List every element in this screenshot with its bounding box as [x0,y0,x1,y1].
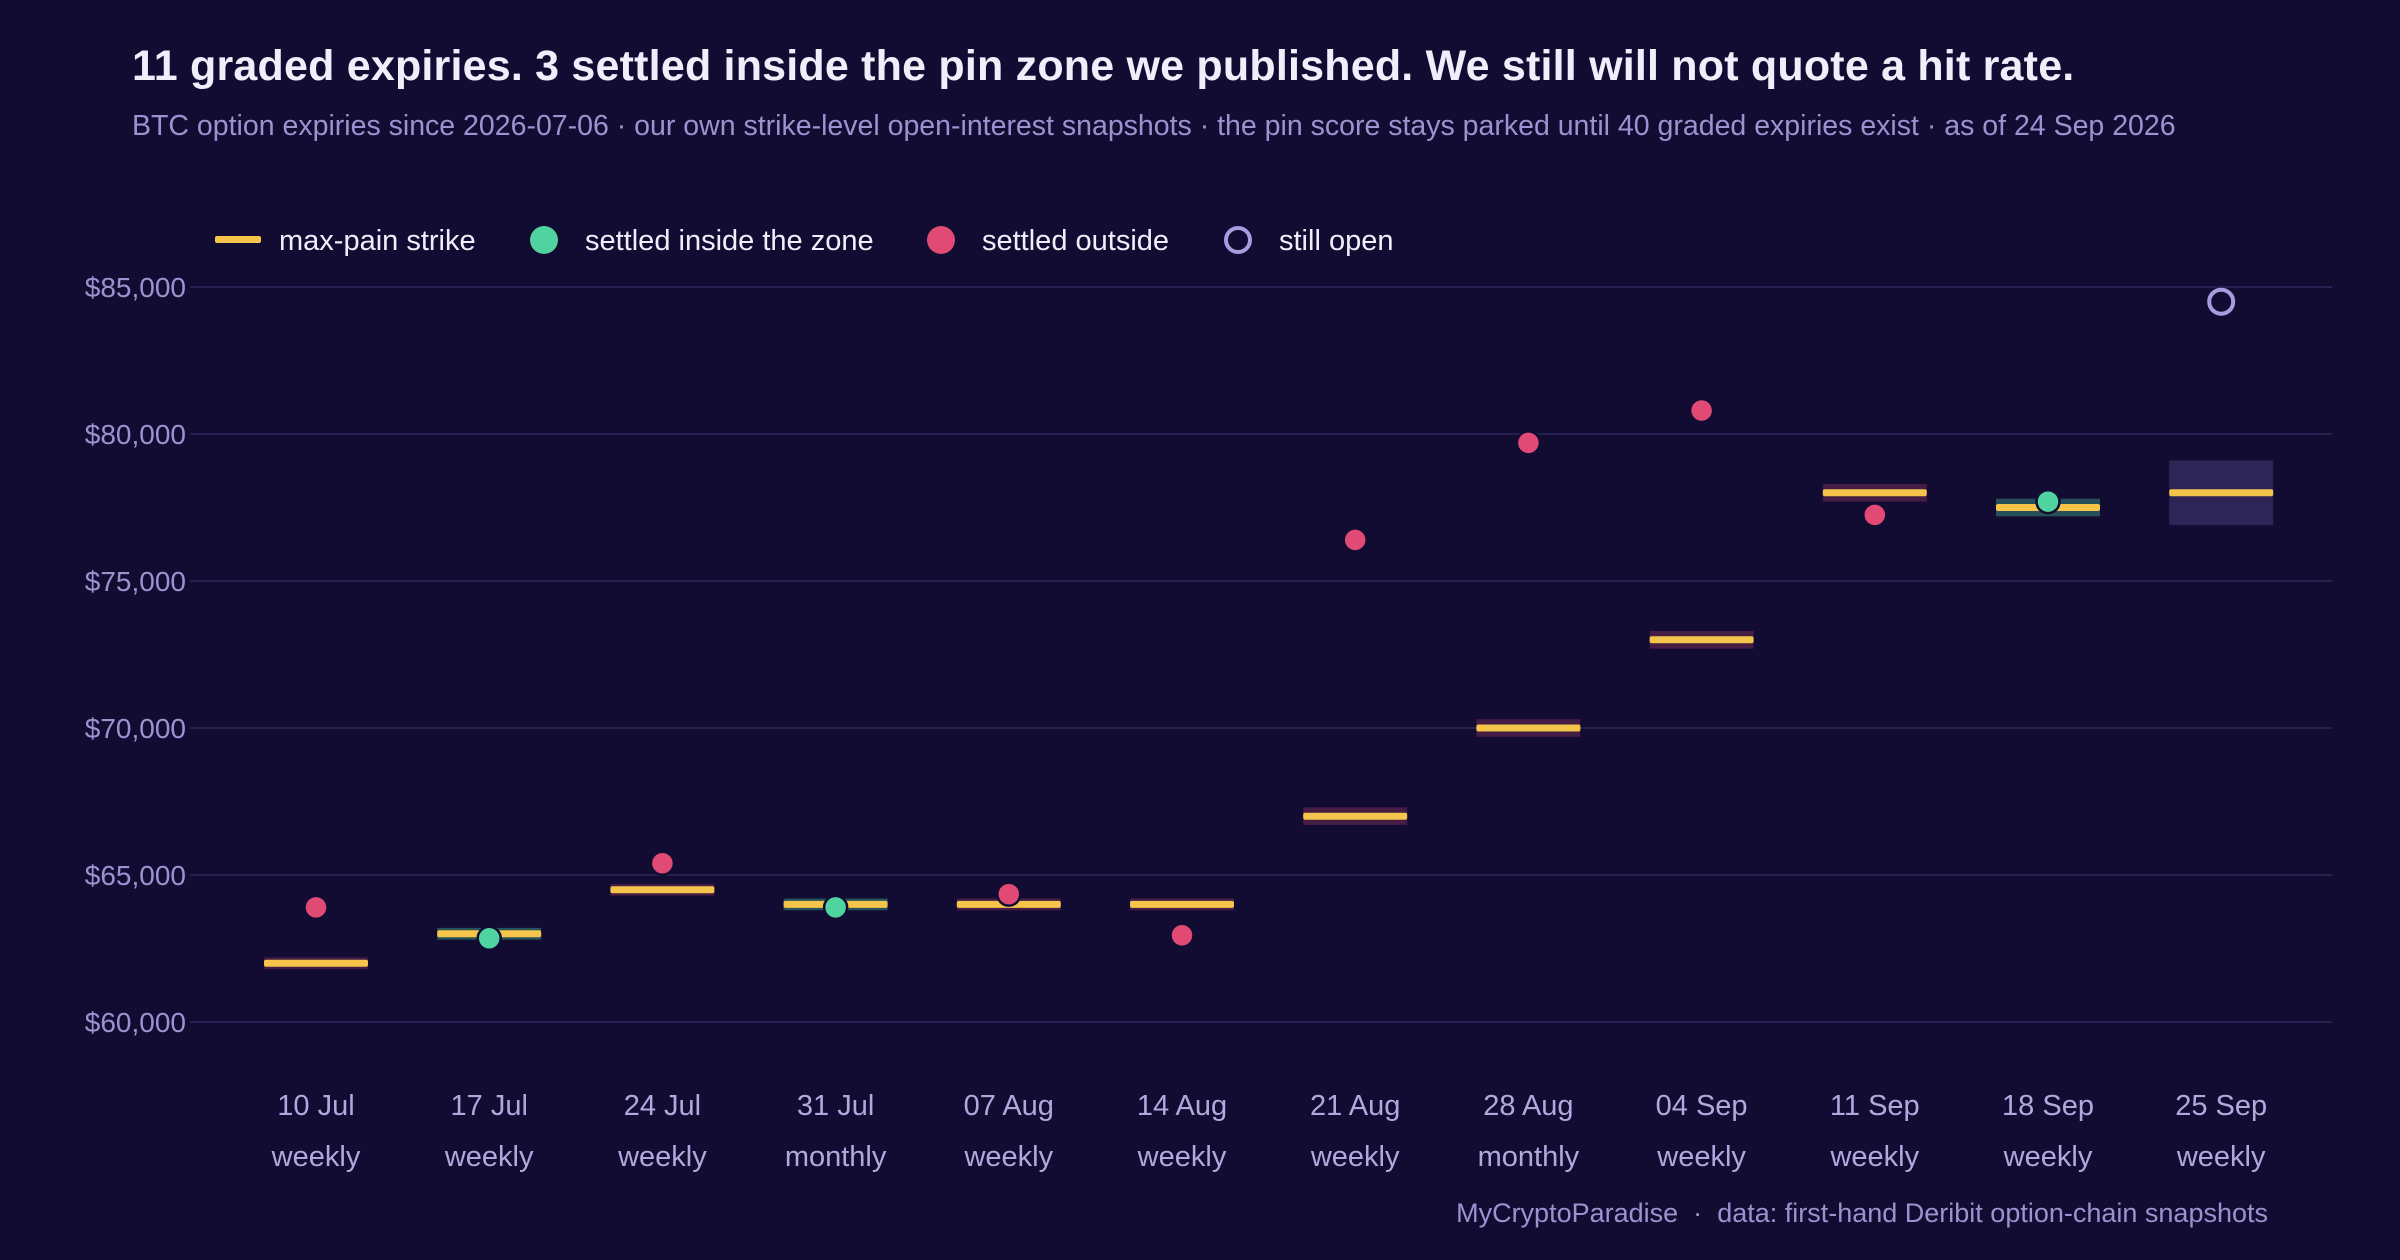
chart-subtitle: BTC option expiries since 2026-07-06 · o… [132,110,2176,142]
settle-point-outside [303,894,329,921]
x-tick-date: 31 Jul [797,1090,874,1122]
x-tick-date: 10 Jul [277,1090,354,1122]
max-pain-strike [1130,900,1234,908]
x-axis: 10 Jul weekly 17 Jul weekly 24 Jul weekly 31 J… [271,1090,2267,1173]
max-pain-strike [610,886,715,894]
y-tick-label: $60,000 [85,1007,186,1038]
footer-source: data: first-hand Deribit option-chain sn… [1717,1198,2268,1228]
legend-swatch-open [1224,226,1252,254]
x-tick-kind: weekly [1310,1141,1400,1173]
footer-separator: · [1693,1198,1703,1228]
y-axis: $60,000 $65,000 $70,000 $75,000 $80,000 $85,0… [85,272,186,1038]
max-pain-strike [1822,489,1927,497]
legend-swatch-max-pain [215,236,261,243]
settle-point-inside [2035,488,2061,515]
x-tick-date: 28 Aug [1483,1090,1573,1122]
x-tick-date: 18 Sep [2002,1090,2094,1122]
y-tick-label: $75,000 [85,566,186,597]
settle-point-outside [1515,430,1542,456]
x-tick-kind: weekly [2176,1141,2266,1173]
footer-brand: MyCryptoParadise [1456,1198,1679,1228]
x-tick-date: 17 Jul [451,1090,528,1122]
y-tick-label: $65,000 [85,860,186,891]
x-tick-kind: weekly [271,1141,361,1173]
max-pain-strike [2169,489,2274,497]
x-tick-date: 04 Sep [1656,1090,1748,1122]
max-pain-strike [1303,812,1408,820]
settle-point-inside [822,894,849,921]
settle-point-inside [476,925,502,951]
legend-label-max-pain: max-pain strike [279,225,476,257]
max-pain-strike [1649,636,1754,644]
x-tick-date: 24 Jul [624,1090,701,1122]
x-tick-date: 25 Sep [2175,1090,2267,1122]
settle-point-outside [1862,502,1888,528]
x-tick-kind: weekly [617,1141,707,1173]
x-tick-kind: weekly [1829,1141,1919,1173]
legend-label-outside: settled outside [982,225,1169,257]
x-tick-date: 14 Aug [1137,1090,1227,1122]
y-tick-label: $80,000 [85,419,186,450]
point-layer [303,287,2236,951]
legend-swatch-inside [530,226,558,254]
x-tick-kind: weekly [1137,1141,1227,1173]
settle-point-outside [1688,397,1715,424]
footer-credit: MyCryptoParadise · data: first-hand Deri… [1456,1198,2268,1229]
legend-label-open: still open [1279,225,1393,257]
x-tick-kind: weekly [963,1141,1053,1173]
settle-point-outside [996,881,1022,907]
x-tick-kind: weekly [2003,1141,2093,1173]
settle-point-outside [1342,527,1368,553]
x-tick-date: 07 Aug [964,1090,1054,1122]
x-tick-kind: monthly [785,1141,887,1173]
grid-layer [190,286,2332,1023]
max-pain-strike [1476,724,1581,732]
y-tick-label: $70,000 [85,713,186,744]
x-tick-kind: monthly [1478,1141,1580,1173]
x-tick-kind: weekly [444,1141,534,1173]
chart-title: 11 graded expiries. 3 settled inside the… [132,42,2075,90]
x-tick-date: 11 Sep [1830,1090,1920,1122]
max-pain-strike [264,959,368,967]
settle-point-open [2207,287,2236,316]
zone-layer [264,460,2274,970]
settle-point-outside [649,850,676,876]
y-tick-label: $85,000 [85,272,186,303]
x-tick-date: 21 Aug [1310,1090,1400,1122]
x-tick-kind: weekly [1656,1141,1746,1173]
settle-point-outside [1169,922,1195,949]
legend: max-pain strike settled inside the zone … [215,225,1393,257]
legend-swatch-outside [927,226,955,254]
legend-label-inside: settled inside the zone [585,225,874,257]
